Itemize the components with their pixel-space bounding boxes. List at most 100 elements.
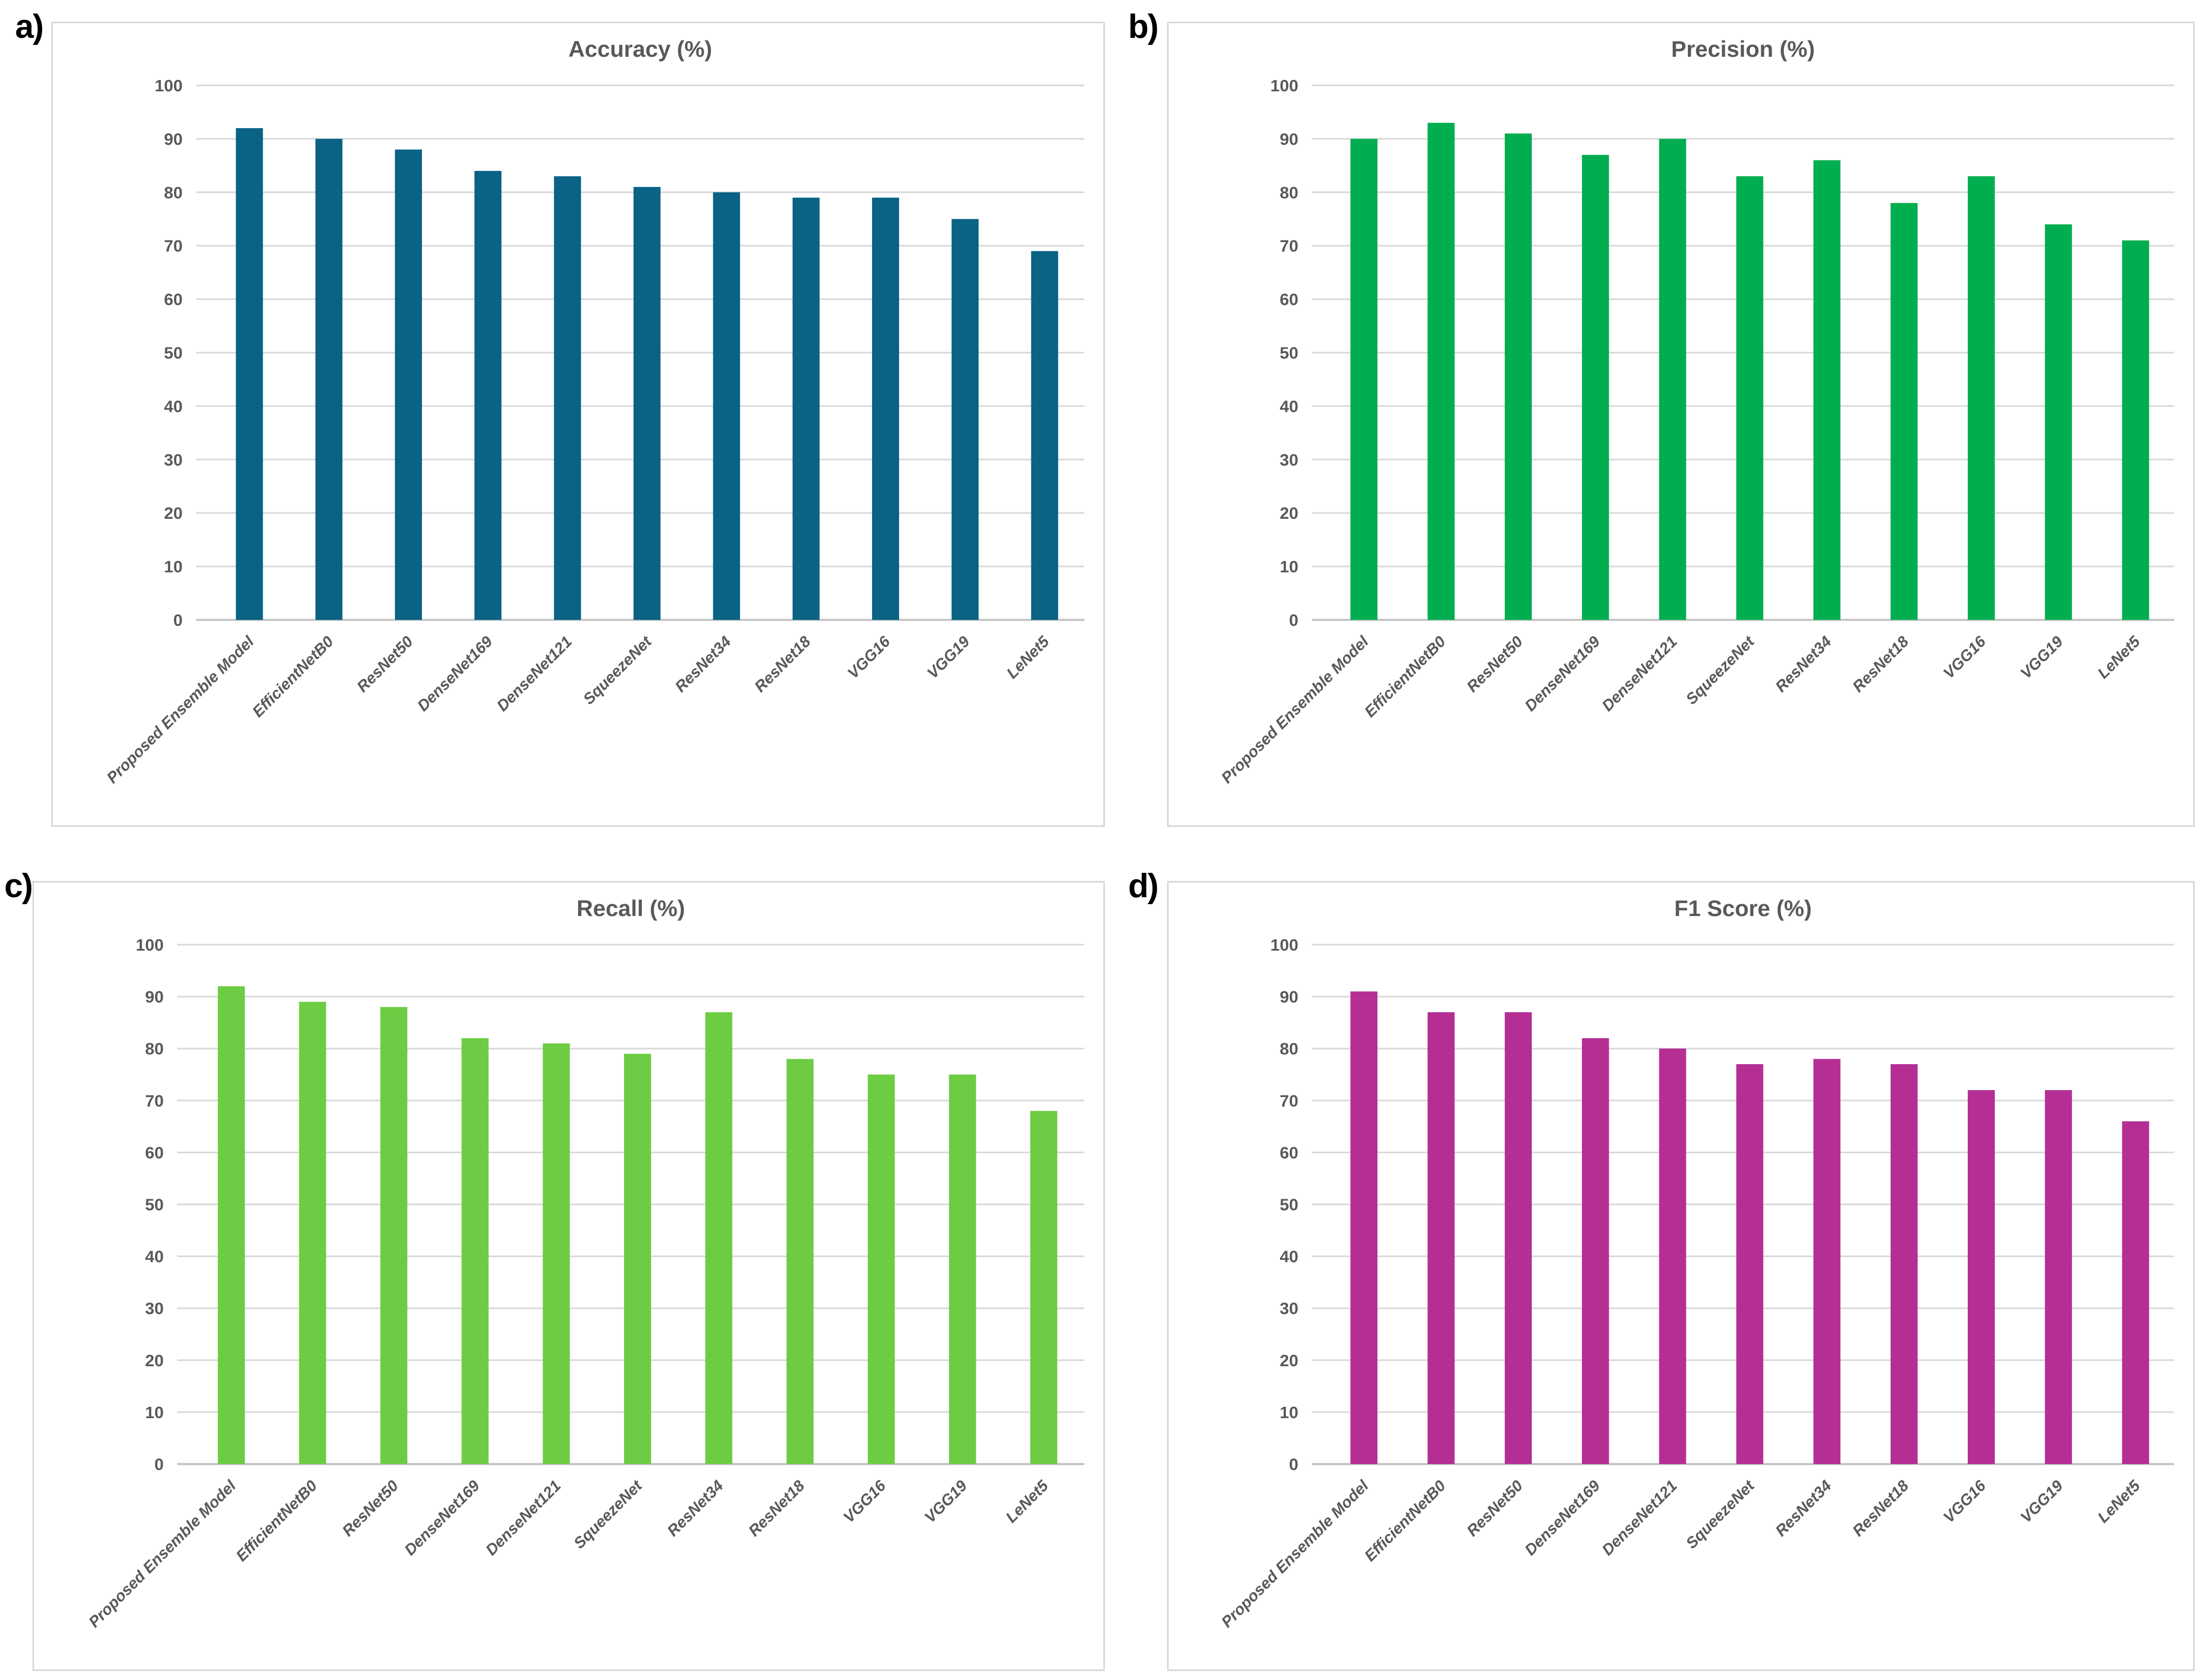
bar	[1350, 138, 1378, 620]
y-tick-label: 80	[145, 1039, 164, 1058]
chart-title: Accuracy (%)	[568, 36, 712, 62]
bar	[949, 1074, 976, 1464]
x-tick-label: EfficientNetB0	[249, 633, 337, 720]
y-tick-label: 80	[164, 183, 183, 202]
x-tick-label: DenseNet169	[1521, 633, 1603, 714]
y-tick-label: 90	[1280, 987, 1298, 1006]
bar	[951, 219, 979, 620]
bar	[1967, 1090, 1995, 1464]
y-tick-label: 30	[145, 1299, 164, 1318]
y-tick-label: 80	[1280, 1039, 1298, 1058]
y-tick-label: 100	[155, 76, 183, 95]
x-tick-label: ResNet34	[672, 633, 735, 696]
bar	[394, 149, 422, 620]
bar	[2122, 240, 2149, 620]
y-tick-label: 20	[164, 504, 183, 523]
x-tick-label: ResNet50	[1464, 633, 1526, 696]
bar	[872, 197, 900, 620]
bar	[786, 1059, 814, 1464]
x-tick-label: DenseNet121	[482, 1477, 564, 1559]
x-tick-label: ResNet18	[1849, 1477, 1913, 1540]
y-tick-label: 40	[164, 397, 183, 416]
bar	[1736, 1064, 1764, 1464]
bar	[1427, 1012, 1455, 1464]
bar	[461, 1038, 489, 1464]
y-tick-label: 20	[1280, 504, 1298, 523]
bar	[1581, 155, 1609, 620]
bar	[1505, 133, 1532, 620]
bar	[2122, 1121, 2149, 1464]
x-tick-label: VGG19	[921, 1477, 970, 1526]
x-tick-label: ResNet34	[1772, 633, 1835, 696]
bar	[1736, 176, 1764, 620]
chart-title: F1 Score (%)	[1674, 896, 1812, 921]
y-tick-label: 0	[173, 611, 183, 630]
bar	[1813, 160, 1841, 620]
bar	[1813, 1059, 1841, 1464]
y-tick-label: 90	[145, 987, 164, 1006]
x-tick-label: ResNet50	[354, 633, 417, 696]
y-tick-label: 30	[1280, 450, 1298, 469]
bar	[868, 1074, 895, 1464]
bar	[542, 1043, 570, 1464]
y-tick-label: 60	[1280, 290, 1298, 309]
bar	[1581, 1038, 1609, 1464]
x-tick-label: ResNet18	[1849, 633, 1913, 696]
panel-label-d: d)	[1128, 867, 1159, 905]
y-tick-label: 70	[164, 237, 183, 256]
y-tick-label: 60	[164, 290, 183, 309]
bar	[236, 128, 263, 620]
x-tick-label: VGG19	[924, 633, 973, 682]
x-tick-label: DenseNet169	[1521, 1477, 1603, 1559]
x-tick-label: EfficientNetB0	[233, 1477, 320, 1565]
x-tick-label: LeNet5	[1003, 1477, 1053, 1527]
y-tick-label: 50	[1280, 1195, 1298, 1214]
chart-panel-recall: Recall (%) 0 10 20 30 40 50 60 70 80 90 100 Proposed…	[32, 881, 1105, 1671]
x-tick-label: LeNet5	[1003, 633, 1053, 683]
bar	[380, 1007, 407, 1464]
x-tick-label: SqueezeNet	[1683, 1476, 1759, 1552]
panel-label-a: a)	[15, 8, 44, 45]
x-tick-label: VGG19	[2017, 633, 2067, 682]
bar	[1967, 176, 1995, 620]
y-tick-label: 10	[1280, 557, 1298, 576]
x-tick-label: Proposed Ensemble Model	[85, 1477, 239, 1631]
bar	[2045, 1090, 2072, 1464]
x-tick-label: DenseNet121	[494, 633, 575, 714]
bar	[2045, 224, 2072, 620]
bar	[1891, 1064, 1918, 1464]
bar	[1891, 203, 1918, 620]
y-tick-label: 10	[145, 1403, 164, 1422]
bar	[1505, 1012, 1532, 1464]
y-tick-label: 0	[1289, 611, 1298, 630]
y-tick-label: 20	[1280, 1351, 1298, 1370]
y-tick-label: 50	[1280, 344, 1298, 363]
bar	[315, 138, 343, 620]
y-tick-label: 30	[164, 450, 183, 469]
y-tick-label: 20	[145, 1351, 164, 1370]
y-tick-label: 80	[1280, 183, 1298, 202]
x-tick-label: DenseNet169	[414, 633, 496, 714]
y-tick-label: 40	[145, 1247, 164, 1266]
chart-title: Precision (%)	[1671, 36, 1815, 62]
y-tick-label: 0	[155, 1455, 164, 1474]
x-tick-label: DenseNet121	[1599, 1477, 1680, 1559]
x-tick-label: Proposed Ensemble Model	[1218, 1477, 1372, 1631]
x-tick-label: VGG16	[1940, 633, 1990, 683]
chart-panel-accuracy: Accuracy (%) 0 10 20 30 40 50 60 70 80 90 100 Propos…	[51, 22, 1105, 827]
chart-panel-precision: Precision (%) 0 10 20 30 40 50 60 70 80 90 100 Propo…	[1167, 22, 2195, 827]
y-tick-label: 60	[1280, 1143, 1298, 1162]
bar	[1659, 1048, 1686, 1464]
x-tick-label: VGG19	[2017, 1477, 2067, 1526]
x-tick-label: VGG16	[844, 633, 894, 683]
y-tick-label: 50	[164, 344, 183, 363]
x-tick-label: SqueezeNet	[1683, 632, 1759, 708]
bar	[624, 1053, 651, 1464]
y-tick-label: 100	[1270, 76, 1298, 95]
y-tick-label: 0	[1289, 1455, 1298, 1474]
precision-bar-chart: Precision (%) 0 10 20 30 40 50 60 70 80 90 100 Propo…	[1218, 36, 2174, 787]
x-tick-label: ResNet18	[746, 1477, 809, 1540]
y-tick-label: 10	[1280, 1403, 1298, 1422]
x-tick-label: ResNet34	[1772, 1477, 1835, 1540]
y-tick-label: 90	[1280, 130, 1298, 149]
